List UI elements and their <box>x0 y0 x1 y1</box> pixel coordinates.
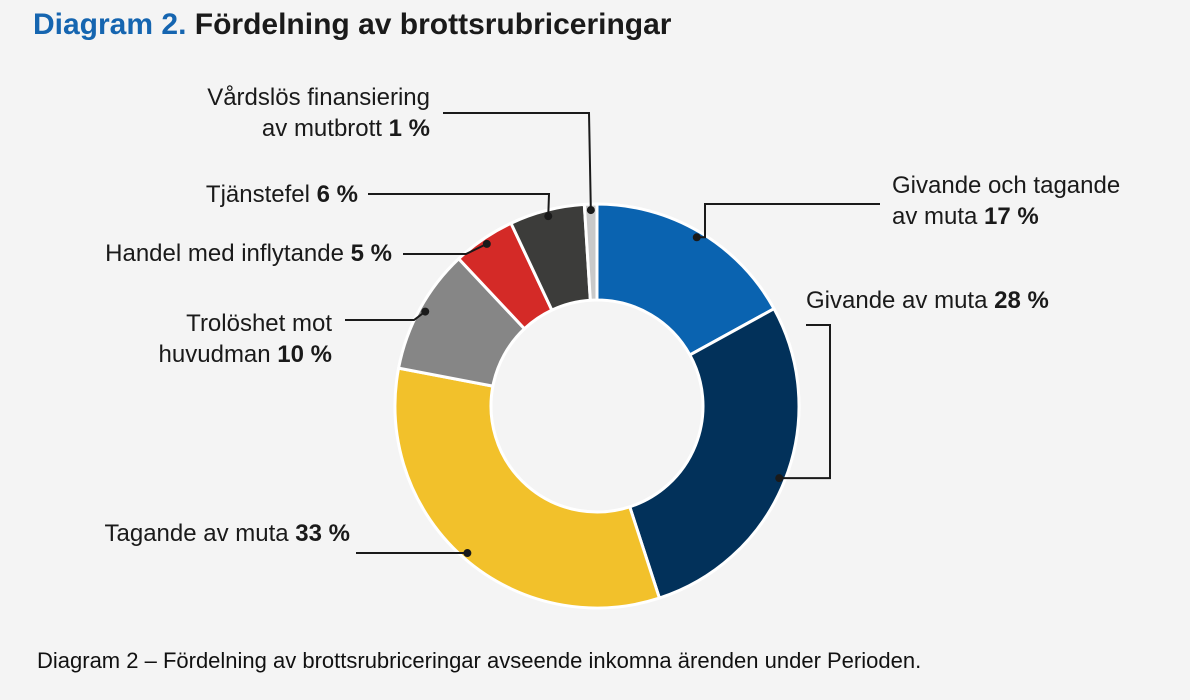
slice-givande-av-muta <box>628 307 801 600</box>
chart-title-prefix: Diagram 2. <box>33 8 187 41</box>
leader-line <box>368 193 551 217</box>
chart-caption: Diagram 2 – Fördelning av brottsrubricer… <box>37 648 922 673</box>
pct-givande-och-tagande: 17 % <box>984 203 1039 230</box>
slice-vårdslös-finansiering-av-mutbrott <box>582 202 599 302</box>
leader-dot <box>544 212 553 221</box>
pct-handel-med-inflytande: 5 % <box>350 240 392 267</box>
donut-slices <box>393 202 801 610</box>
label-givande-och-tagande: Givande och tagande av muta 17 % <box>892 172 1121 230</box>
leader-lines <box>345 112 880 558</box>
pct-tagande-av-muta: 33 % <box>295 520 350 547</box>
leader-line <box>443 112 592 211</box>
pct-tjanstefel: 6 % <box>316 181 358 208</box>
chart-title: Diagram 2. Fördelning av brottsrubriceri… <box>33 8 671 42</box>
chart-title-text: Fördelning av brottsrubriceringar <box>194 8 672 41</box>
leader-line <box>696 203 880 239</box>
label-givande-av-muta: Givande av muta 28 % <box>806 287 1049 314</box>
leader-dot <box>775 474 784 483</box>
leader-dot <box>421 307 430 316</box>
leader-dot <box>463 549 472 558</box>
leader-line <box>403 242 488 255</box>
pct-troloshet: 10 % <box>277 341 332 368</box>
slice-givande-och-tagande-av-muta <box>595 202 776 357</box>
label-handel-med-inflytande: Handel med inflytande 5 % <box>105 240 392 267</box>
leader-line <box>779 324 831 480</box>
leader-line <box>345 310 426 321</box>
leader-dot <box>692 233 701 242</box>
pct-givande-av-muta: 28 % <box>994 287 1049 314</box>
label-tjanstefel: Tjänstefel 6 % <box>205 181 358 208</box>
label-troloshet: Trolöshet mot huvudman 10 % <box>158 310 332 368</box>
leader-dot <box>586 206 595 215</box>
leader-dot <box>482 239 491 248</box>
label-vardslos-finansiering: Vårdslös finansiering av mutbrott 1 % <box>207 84 430 142</box>
slice-tagande-av-muta <box>393 366 661 610</box>
label-tagande-av-muta: Tagande av muta 33 % <box>104 520 351 547</box>
pct-vardslos-finansiering: 1 % <box>388 115 430 142</box>
